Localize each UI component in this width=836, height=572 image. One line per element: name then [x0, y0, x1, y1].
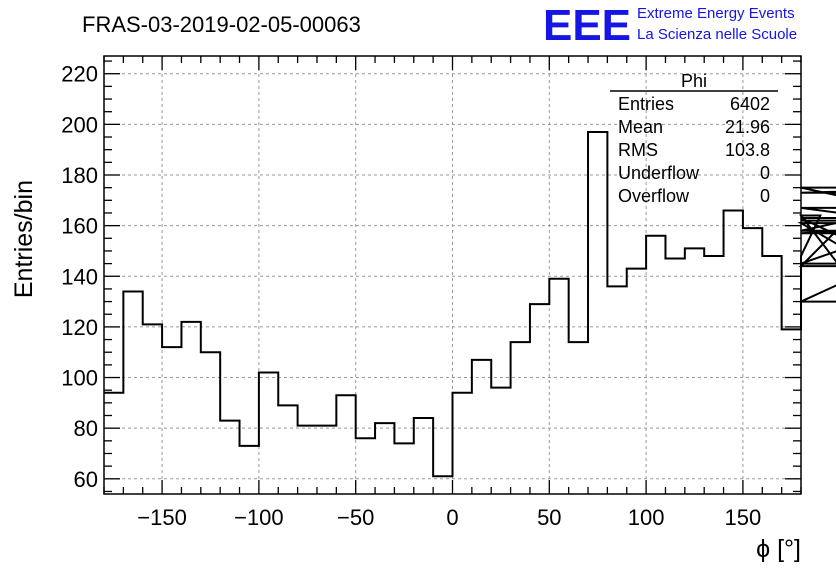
stats-label: Entries — [618, 94, 674, 114]
histogram-bin — [646, 236, 665, 494]
histogram-bin — [491, 388, 510, 494]
histogram-bin — [201, 352, 220, 494]
stats-name: Phi — [681, 71, 707, 91]
logo-line1: Extreme Energy Events — [637, 5, 795, 22]
histogram-bin — [336, 395, 355, 494]
histogram-bin — [743, 228, 762, 494]
eee-logo: EEE Extreme Energy Events La Scienza nel… — [543, 1, 797, 50]
histogram-bin — [123, 291, 142, 494]
y-tick-label: 180 — [61, 163, 98, 188]
y-tick-labels: 60 80 100 120 140 160 180 200 220 — [61, 62, 98, 492]
x-tick-label: 100 — [628, 505, 665, 530]
stats-value: 0 — [760, 163, 770, 183]
stats-value: 0 — [760, 186, 770, 206]
histogram-bin — [782, 329, 801, 494]
histogram-bin — [298, 426, 317, 494]
axis-ticks — [103, 56, 802, 494]
histogram-bin — [472, 360, 491, 494]
histogram-bin — [278, 405, 297, 494]
y-tick-label: 160 — [61, 214, 98, 239]
logo-mark: EEE — [543, 1, 631, 50]
histogram-bin — [317, 426, 336, 494]
y-axis-title: Entries/bin — [10, 180, 38, 298]
logo-line2: La Scienza nelle Scuole — [637, 26, 797, 43]
histogram-bin — [724, 210, 743, 494]
histogram-bin — [162, 347, 181, 494]
y-tick-label: 120 — [61, 315, 98, 340]
histogram-bin — [685, 248, 704, 494]
y-tick-label: 220 — [61, 62, 98, 87]
histogram-bin — [549, 279, 568, 494]
stats-label: Mean — [618, 117, 663, 137]
x-tick-label: −100 — [234, 505, 284, 530]
stats-value: 21.96 — [725, 117, 770, 137]
grid — [104, 56, 801, 494]
histogram-bin — [240, 446, 259, 494]
histogram-bin — [356, 438, 375, 494]
stats-label: Overflow — [618, 186, 690, 206]
histogram-outline — [104, 130, 836, 478]
stats-value: 103.8 — [725, 140, 770, 160]
histogram-bin — [530, 304, 549, 494]
histogram-bin — [704, 256, 723, 494]
y-tick-label: 140 — [61, 264, 98, 289]
stats-value: 6402 — [730, 94, 770, 114]
histogram-bin — [453, 393, 472, 494]
histogram-bin — [143, 324, 162, 494]
histogram-bin — [375, 423, 394, 494]
histogram-bin — [104, 393, 123, 494]
x-tick-labels: −150 −100 −50 0 50 100 150 — [137, 505, 761, 530]
x-tick-label: −50 — [337, 505, 374, 530]
histogram-bin — [762, 256, 781, 494]
y-tick-label: 80 — [74, 416, 98, 441]
histogram-bars — [104, 130, 836, 494]
histogram-bin — [569, 342, 588, 494]
histogram-bin — [181, 322, 200, 494]
histogram-bin — [665, 259, 684, 494]
histogram-bin — [607, 286, 626, 494]
chart-title: FRAS-03-2019-02-05-00063 — [82, 12, 361, 37]
x-tick-label: 50 — [537, 505, 561, 530]
histogram-bin — [627, 269, 646, 494]
stats-label: RMS — [618, 140, 658, 160]
histogram-bin — [511, 342, 530, 494]
histogram-bin — [220, 421, 239, 494]
x-tick-label: 150 — [725, 505, 762, 530]
y-tick-label: 100 — [61, 366, 98, 391]
histogram-bin — [588, 132, 607, 494]
y-tick-label: 200 — [61, 112, 98, 137]
stats-box: Phi Entries 6402 Mean 21.96 RMS 103.8 Underflo… — [610, 71, 778, 206]
histogram-bin — [394, 443, 413, 494]
x-axis-title: ϕ [°] — [756, 535, 801, 563]
y-tick-label: 60 — [74, 467, 98, 492]
x-tick-label: 0 — [446, 505, 458, 530]
histogram-bin — [414, 418, 433, 494]
x-tick-label: −150 — [137, 505, 187, 530]
stats-rows: Entries 6402 Mean 21.96 RMS 103.8 Underflow 0 Ov… — [618, 94, 770, 206]
stats-label: Underflow — [618, 163, 700, 183]
histogram-bin — [259, 372, 278, 494]
histogram-bin — [433, 476, 452, 494]
